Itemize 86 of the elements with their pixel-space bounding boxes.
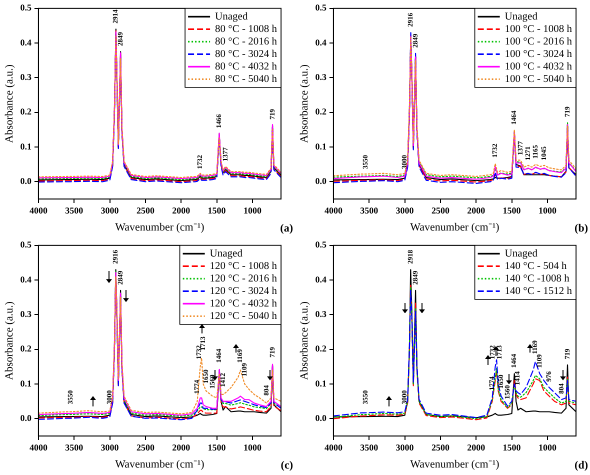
text: (a) xyxy=(280,222,294,234)
legend-label: 100 °C - 1008 h xyxy=(504,24,573,35)
text: (c) xyxy=(280,459,294,472)
x-tick-label: 2500 xyxy=(136,206,155,216)
y-tick-label: 0.2 xyxy=(315,106,327,117)
y-tick-label: 0.4 xyxy=(20,274,32,284)
y-tick-label: 0.5 xyxy=(315,240,327,250)
legend-label: 80 °C - 3024 h xyxy=(215,48,278,60)
y-tick-label: 0.2 xyxy=(315,344,327,354)
y-tick-label: 0.5 xyxy=(20,2,32,13)
legend-label: 80 °C - 1008 h xyxy=(215,24,278,35)
legend-label: 80 °C - 2016 h xyxy=(215,36,278,48)
x-axis-title: Wavenumber (cm⁻¹) xyxy=(115,458,205,470)
y-tick-label: 0.1 xyxy=(20,378,32,388)
x-tick-label: 1500 xyxy=(208,442,226,453)
x-tick-label: 2500 xyxy=(136,442,155,453)
x-tick-label: 3500 xyxy=(360,206,379,216)
legend-label: 100 °C - 5040 h xyxy=(504,74,573,85)
y-tick-label: 0.4 xyxy=(20,37,32,48)
y-tick-label: 0.0 xyxy=(20,413,32,423)
x-tick-label: 1500 xyxy=(502,206,522,216)
legend-label: 120 °C - 4032 h xyxy=(210,298,278,310)
legend-label: 120 °C - 2016 h xyxy=(210,273,278,284)
x-tick-label: 3000 xyxy=(100,206,120,216)
legend-label: 100 °C - 2016 h xyxy=(504,36,573,48)
x-tick-label: 1000 xyxy=(538,206,557,216)
y-tick-label: 0.4 xyxy=(315,37,327,48)
x-tick-label: 3500 xyxy=(360,442,379,453)
y-axis-title: Absorbance (a.u.) xyxy=(3,64,16,143)
x-tick-label: 3500 xyxy=(65,442,84,453)
x-tick-label: 2500 xyxy=(431,442,450,453)
legend-label: 80 °C - 5040 h xyxy=(215,74,278,85)
legend-label: 120 °C - 3024 h xyxy=(210,286,278,297)
x-tick-label: 3000 xyxy=(396,442,414,453)
text: (b) xyxy=(574,222,588,234)
x-tick-label: 2500 xyxy=(431,206,450,216)
x-tick-label: 2000 xyxy=(172,206,191,216)
y-tick-label: 0.3 xyxy=(20,72,32,82)
x-axis-title: Wavenumber (cm⁻¹) xyxy=(115,221,205,234)
x-tick-label: 4000 xyxy=(324,206,343,216)
legend-label: 100 °C - 3024 h xyxy=(504,48,573,60)
y-tick-label: 0.3 xyxy=(315,309,327,320)
y-axis-title: Absorbance (a.u.) xyxy=(3,301,16,380)
y-tick-label: 0.0 xyxy=(20,176,32,186)
x-axis-title: Wavenumber (cm⁻¹) xyxy=(410,458,500,470)
legend-label: Unaged xyxy=(210,248,244,260)
legend-label: Unaged xyxy=(504,248,538,260)
legend-label: 140 °C - 504 h xyxy=(504,260,568,272)
legend-label: 100 °C - 4032 h xyxy=(504,61,573,72)
legend-label: 140 °C - 1512 h xyxy=(504,286,573,297)
y-tick-label: 0.3 xyxy=(315,72,327,82)
legend-label: Unaged xyxy=(215,11,248,22)
x-tick-label: 1000 xyxy=(243,442,262,453)
y-tick-label: 0.4 xyxy=(315,274,327,284)
y-tick-label: 0.1 xyxy=(20,141,32,152)
legend-label: 120 °C - 1008 h xyxy=(210,260,278,272)
x-tick-label: 4000 xyxy=(324,442,343,453)
legend-label: 140 °C -1008 h xyxy=(504,273,570,284)
legend-label: 80 °C - 4032 h xyxy=(215,61,278,72)
x-tick-label: 4000 xyxy=(29,442,48,453)
legend-label: Unaged xyxy=(504,11,538,22)
y-tick-label: 0.0 xyxy=(315,413,327,423)
y-tick-label: 0.5 xyxy=(315,2,327,13)
y-axis-title: Absorbance (a.u.) xyxy=(298,64,310,143)
x-axis-title: Wavenumber (cm⁻¹) xyxy=(410,221,500,234)
x-tick-label: 1000 xyxy=(538,442,557,453)
y-tick-label: 0.2 xyxy=(20,344,32,354)
y-tick-label: 0.5 xyxy=(20,240,32,250)
x-tick-label: 3500 xyxy=(65,206,84,216)
x-tick-label: 1500 xyxy=(208,206,226,216)
y-tick-label: 0.2 xyxy=(20,106,32,117)
y-tick-label: 0.0 xyxy=(315,176,327,186)
y-tick-label: 0.1 xyxy=(315,378,327,388)
y-tick-label: 0.3 xyxy=(20,309,32,320)
legend-label: 120 °C - 5040 h xyxy=(210,310,278,322)
x-tick-label: 1000 xyxy=(243,206,262,216)
x-tick-label: 1500 xyxy=(502,442,522,453)
text: (d) xyxy=(574,459,588,472)
x-tick-label: 3000 xyxy=(100,442,120,453)
x-tick-label: 2000 xyxy=(467,206,486,216)
y-tick-label: 0.1 xyxy=(315,141,327,152)
y-axis-title: Absorbance (a.u.) xyxy=(298,301,310,380)
x-tick-label: 2000 xyxy=(467,442,486,453)
x-tick-label: 3000 xyxy=(396,206,414,216)
x-tick-label: 4000 xyxy=(29,206,48,216)
x-tick-label: 2000 xyxy=(172,442,191,453)
